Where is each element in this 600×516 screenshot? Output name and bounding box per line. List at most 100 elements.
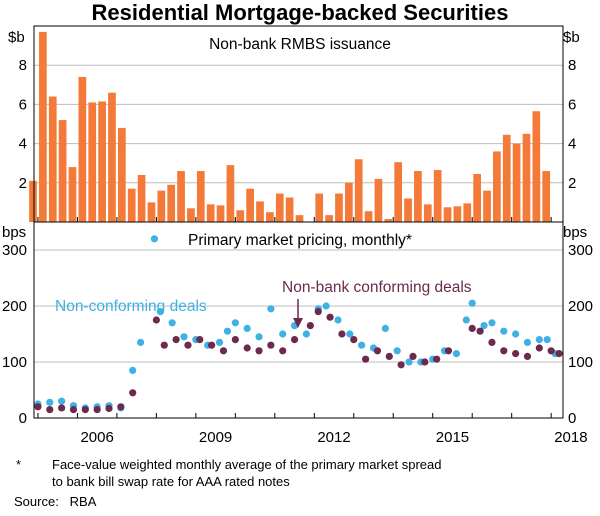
conforming-point — [69, 406, 78, 414]
nonconforming-point — [302, 330, 310, 338]
issuance-bar — [266, 212, 274, 222]
bottom-ytick-left: 300 — [2, 242, 27, 259]
conforming-point — [421, 358, 429, 366]
conforming-point — [267, 341, 275, 349]
issuance-bars — [29, 31, 551, 223]
issuance-bar — [216, 205, 225, 222]
nonconforming-point — [136, 338, 145, 346]
nonconforming-point — [180, 333, 188, 341]
issuance-bar — [39, 31, 47, 222]
conforming-point — [535, 344, 543, 352]
conforming-point — [385, 352, 393, 360]
xtick-label: 2009 — [199, 429, 232, 446]
nonconforming-point — [223, 327, 232, 335]
top-ytick-left: 2 — [19, 175, 27, 192]
issuance-bar — [127, 188, 136, 222]
xtick-label: 2006 — [80, 429, 113, 446]
conforming-point — [468, 324, 476, 332]
conforming-arrow-head — [293, 318, 303, 328]
conforming-point — [279, 347, 287, 355]
footnote-marker: * — [16, 457, 22, 472]
conforming-point — [160, 341, 168, 349]
issuance-bar — [483, 190, 491, 222]
conforming-point — [512, 350, 520, 358]
nonconforming-point — [129, 366, 137, 374]
conforming-point — [184, 341, 192, 349]
top-ytick-right: 2 — [568, 175, 576, 192]
issuance-bar — [443, 207, 452, 222]
issuance-bar — [206, 204, 215, 222]
nonconforming-point — [500, 327, 508, 335]
issuance-bar — [315, 193, 324, 222]
issuance-bar — [226, 165, 235, 222]
top-ytick-left: 6 — [19, 96, 27, 113]
conforming-point — [172, 336, 180, 344]
conforming-point — [34, 403, 42, 411]
conforming-point — [129, 389, 137, 397]
bottom-ytick-left: 0 — [19, 410, 27, 427]
issuance-bar — [98, 101, 106, 222]
conforming-point — [208, 341, 216, 349]
bottom-unit-right: bps — [563, 224, 587, 241]
issuance-bar — [354, 159, 363, 222]
conforming-point — [219, 347, 228, 355]
conforming-point — [314, 308, 322, 316]
issuance-bar — [187, 208, 195, 222]
issuance-bar — [137, 174, 146, 222]
conforming-point — [409, 352, 417, 360]
xtick-label: 2018 — [554, 429, 587, 446]
label-nonconforming: Non-conforming deals — [55, 298, 207, 315]
conforming-point — [555, 350, 563, 358]
issuance-bar — [285, 197, 294, 222]
issuance-bar — [68, 167, 77, 222]
conforming-point — [243, 344, 251, 352]
footnote-line-2: to bank bill swap rate for AAA rated not… — [52, 474, 290, 489]
footnote-text: Face-value weighted monthly average of t… — [52, 456, 594, 490]
issuance-bar — [532, 111, 541, 222]
top-panel-subtitle: Non-bank RMBS issuance — [209, 36, 391, 53]
issuance-bar — [335, 193, 343, 222]
conforming-point — [500, 347, 508, 355]
conforming-point — [433, 355, 441, 363]
nonconforming-point — [168, 319, 176, 327]
conforming-point — [444, 347, 453, 355]
top-ytick-right: 8 — [568, 57, 576, 74]
issuance-bar — [295, 215, 304, 222]
bottom-ytick-left: 200 — [2, 298, 27, 315]
conforming-point — [290, 336, 299, 344]
issuance-bar — [502, 134, 511, 222]
nonconforming-point — [255, 333, 263, 341]
issuance-bar — [344, 182, 353, 222]
chart-title: Residential Mortgage-backed Securities — [92, 0, 509, 25]
bottom-panel-frame — [33, 221, 564, 419]
issuance-bar — [453, 206, 462, 222]
nonconforming-point — [462, 316, 470, 324]
nonconforming-point — [267, 305, 275, 313]
conforming-point — [93, 406, 101, 414]
issuance-bar — [256, 201, 264, 222]
nonconforming-point — [381, 324, 389, 332]
conforming-point — [255, 347, 263, 355]
nonconforming-point — [543, 336, 551, 344]
issuance-bar — [117, 127, 126, 222]
issuance-bar — [147, 202, 156, 222]
issuance-bar — [364, 211, 373, 222]
top-ytick-right: 4 — [568, 136, 576, 153]
plot-frame — [33, 25, 564, 419]
nonconforming-point — [150, 235, 159, 243]
conforming-point — [231, 336, 239, 344]
conforming-point — [152, 316, 160, 324]
top-ytick-left: 4 — [19, 136, 27, 153]
bottom-ytick-right: 300 — [568, 242, 593, 259]
nonconforming-point — [480, 322, 488, 330]
issuance-bar — [29, 180, 37, 222]
issuance-bar — [542, 171, 551, 222]
conforming-point — [476, 327, 484, 335]
top-ytick-left: 8 — [19, 57, 27, 74]
issuance-bar — [493, 151, 501, 222]
issuance-bar — [522, 133, 531, 222]
conforming-point — [397, 361, 405, 369]
conforming-point — [105, 404, 113, 413]
